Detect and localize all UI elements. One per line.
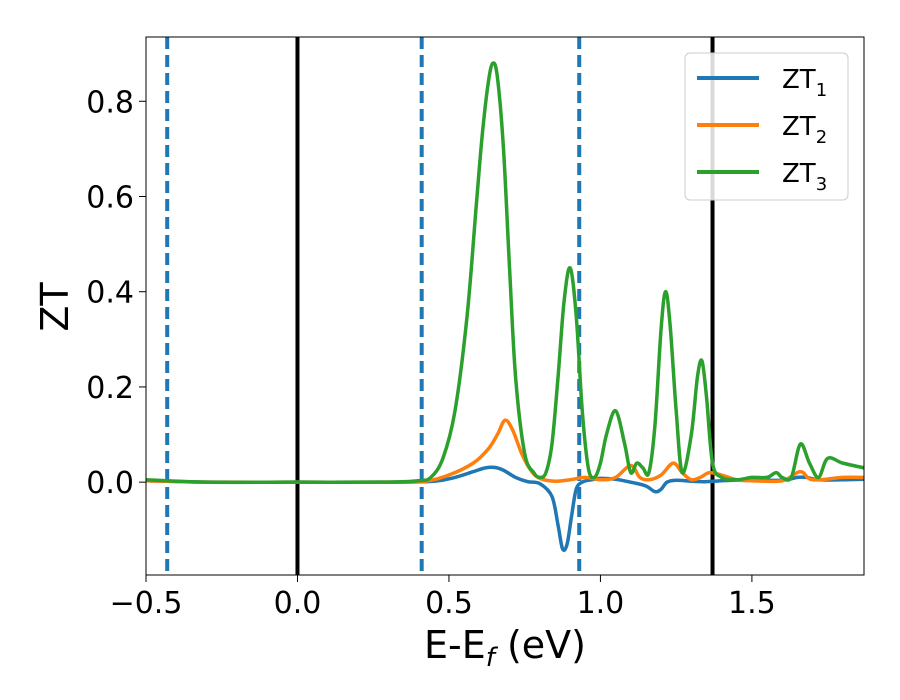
legend-label-sub: 1 [816,80,827,101]
x-axis-label-tail: (eV) [495,623,586,667]
y-tick-label: 0.2 [86,371,134,406]
y-tick-label: 0.8 [86,85,134,120]
y-tick-label: 0.4 [86,276,134,311]
x-tick-label: 0.5 [425,586,473,621]
y-tick-label: 0.0 [86,466,134,501]
legend-label-main: ZT [782,112,816,142]
legend-label-sub: 2 [816,127,827,148]
legend-label-main: ZT [782,65,816,95]
y-axis-label: ZT [33,282,77,332]
legend-label-main: ZT [782,159,816,189]
x-tick-label: −0.5 [110,586,183,621]
x-tick-label: 0.0 [274,586,322,621]
legend-label-zt1: ZT1 [782,65,827,101]
series-line-zt3 [146,61,864,485]
x-axis-label: E-Ef (eV) [424,623,586,673]
axes-frame [145,36,865,576]
x-tick-label: 1.5 [728,586,776,621]
legend-label-zt2: ZT2 [782,112,827,148]
legend-box [684,52,849,201]
x-tick-label: 1.0 [577,586,625,621]
legend-label-zt3: ZT3 [782,159,827,195]
legend-label-sub: 3 [816,174,827,195]
axes: −0.5 0.0 0.5 1.0 1.5 0.0 0.2 0.4 0.6 0.8 [86,36,865,621]
x-axis-label-main: E-E [424,623,486,667]
y-tick-label: 0.6 [86,180,134,215]
